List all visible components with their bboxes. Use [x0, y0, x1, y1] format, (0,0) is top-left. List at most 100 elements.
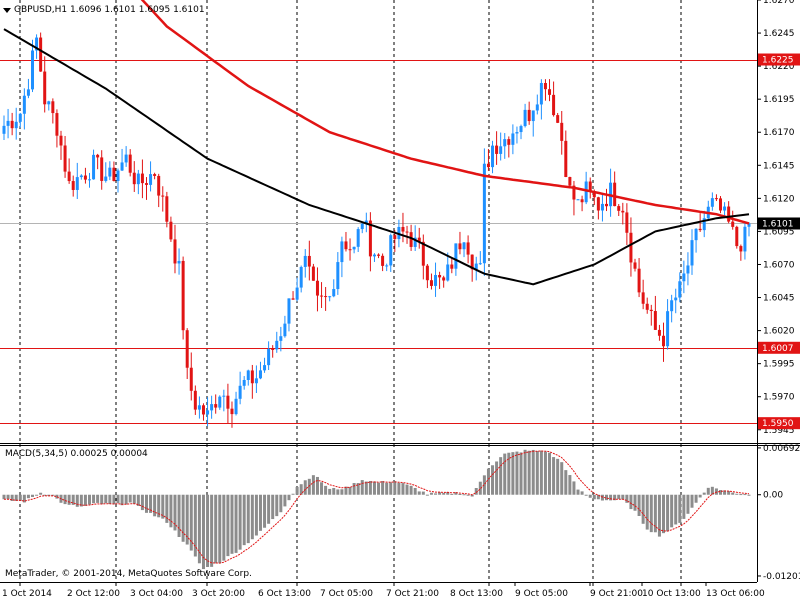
macd-bar	[572, 481, 576, 495]
macd-bar	[519, 452, 523, 495]
candle-body	[617, 206, 621, 211]
candle-body	[275, 340, 279, 350]
macd-bar	[75, 494, 79, 507]
macd-bar	[515, 451, 519, 495]
candle-body	[393, 235, 397, 240]
macd-bar	[710, 486, 714, 495]
macd-bar	[588, 494, 592, 498]
candle-body	[100, 157, 104, 181]
macd-bar	[100, 494, 104, 505]
macd-bar	[625, 494, 629, 503]
macd-bar	[535, 450, 539, 495]
macd-bar	[454, 492, 458, 495]
macd-bar	[576, 489, 580, 495]
candle-body	[507, 139, 511, 145]
candle-body	[226, 395, 230, 409]
macd-bar	[299, 484, 303, 495]
candle-body	[360, 223, 364, 230]
candle-body	[18, 113, 22, 122]
candle-body	[348, 249, 352, 251]
candle-body	[552, 94, 556, 116]
candle-body	[271, 348, 275, 350]
macd-bar	[702, 492, 706, 495]
candle-body	[136, 173, 140, 185]
candle-body	[605, 203, 609, 207]
macd-bar	[385, 482, 389, 495]
macd-bar	[739, 494, 743, 496]
candle-body	[104, 176, 108, 181]
macd-bar	[136, 494, 140, 506]
macd-bar	[694, 494, 698, 503]
macd-bar	[189, 494, 193, 551]
macd-bar	[279, 494, 283, 513]
candle-body	[96, 154, 100, 158]
candle-body	[731, 221, 735, 227]
macd-bar	[254, 494, 258, 536]
candle-body	[332, 289, 336, 297]
macd-bar	[556, 458, 560, 495]
candle-body	[515, 132, 519, 134]
macd-bar	[527, 450, 531, 495]
macd-bar	[747, 494, 751, 496]
macd-bar	[568, 475, 572, 495]
candle-body	[218, 396, 222, 408]
macd-bar	[153, 494, 157, 517]
candle-body	[336, 262, 340, 290]
candle-body	[645, 303, 649, 310]
macd-bar	[552, 457, 556, 495]
candle-body	[267, 348, 271, 366]
candle-body	[291, 298, 295, 300]
candle-body	[653, 311, 657, 330]
macd-bar	[474, 488, 478, 495]
macd-bar	[719, 490, 723, 495]
candle-body	[153, 174, 157, 176]
symbol-dropdown-icon[interactable]	[3, 8, 11, 13]
macd-title: MACD(5,34,5) 0.00025 0.00004	[5, 449, 148, 459]
macd-bar	[214, 494, 218, 564]
candle-body	[206, 410, 210, 415]
candle-body	[364, 220, 368, 224]
candle-body	[132, 172, 136, 185]
symbol-title: GBPUSD,H1 1.6096 1.6101 1.6095 1.6101	[14, 5, 205, 15]
candle-body	[450, 264, 454, 269]
macd-bar	[47, 494, 51, 496]
level-tag	[758, 341, 800, 354]
time-tick-label: 2 Oct 12:00	[67, 589, 120, 599]
macd-bar	[503, 453, 507, 495]
candle-body	[409, 232, 413, 247]
candle-body	[140, 173, 144, 184]
candle-body	[210, 404, 214, 411]
macd-bar	[157, 494, 161, 518]
macd-bar	[324, 485, 328, 495]
macd-bar	[645, 494, 649, 530]
macd-bar	[670, 494, 674, 528]
time-tick-label: 8 Oct 13:00	[450, 589, 503, 599]
candle-body	[372, 254, 376, 257]
candle-body	[157, 175, 161, 196]
candle-body	[523, 109, 527, 127]
macd-bar	[18, 494, 22, 501]
macd-bar	[446, 492, 450, 495]
candle-body	[177, 260, 181, 264]
macd-bar	[486, 468, 490, 495]
price-tick-label: 1.6095	[763, 227, 795, 237]
macd-bar	[35, 494, 39, 496]
macd-bar	[600, 494, 604, 501]
price-tick-label: 1.6070	[763, 260, 795, 270]
macd-bar	[389, 482, 393, 495]
candle-body	[43, 71, 47, 105]
macd-bar	[735, 493, 739, 495]
candle-body	[491, 145, 495, 168]
macd-bar	[320, 482, 324, 495]
macd-bar	[311, 475, 315, 495]
macd-signal-line	[4, 450, 750, 564]
candle-body	[535, 104, 539, 111]
macd-bar	[193, 494, 197, 557]
candle-body	[344, 241, 348, 250]
candle-body	[320, 295, 324, 297]
candle-body	[295, 287, 299, 300]
candle-body	[600, 203, 604, 211]
macd-bar	[438, 492, 442, 495]
candle-body	[413, 237, 417, 247]
